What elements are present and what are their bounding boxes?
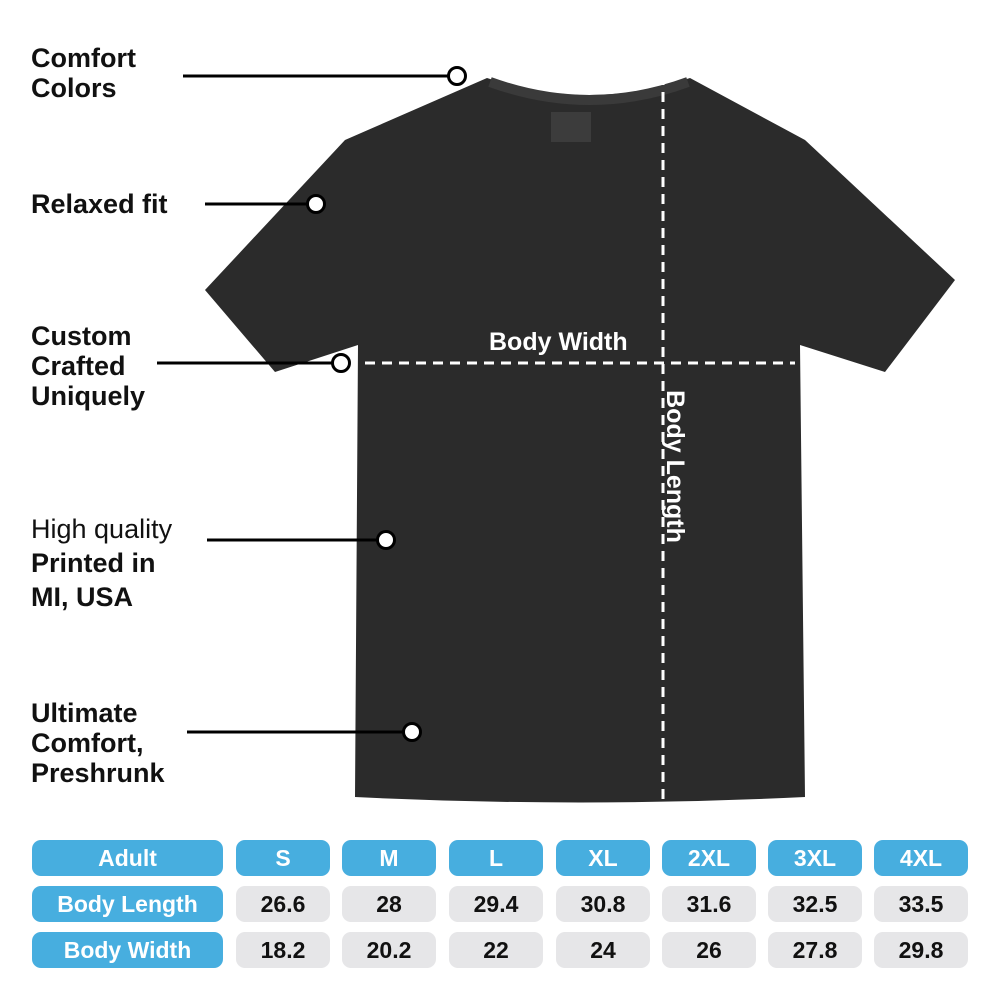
callout-printed-in-usa: High quality Printed in MI, USA <box>31 512 172 614</box>
callout-lines <box>157 66 467 742</box>
callout-text: Comfort, <box>31 728 144 758</box>
table-cell: 20.2 <box>342 932 436 968</box>
callout-ultimate-comfort: Ultimate Comfort, Preshrunk <box>31 698 165 788</box>
table-row-label: Body Length <box>32 886 223 922</box>
table-header-cell: XL <box>556 840 650 876</box>
table-header-cell: 4XL <box>874 840 968 876</box>
table-cell: 26 <box>662 932 756 968</box>
tshirt-tag <box>551 112 591 142</box>
callout-text: Crafted <box>31 351 126 381</box>
callout-comfort-colors: Comfort Colors <box>31 43 136 103</box>
table-cell: 28 <box>342 886 436 922</box>
callout-text: Uniquely <box>31 381 146 411</box>
table-header-cell: L <box>449 840 543 876</box>
table-header-cell: Adult <box>32 840 223 876</box>
body-width-label: Body Width <box>489 328 628 356</box>
table-cell: 29.8 <box>874 932 968 968</box>
callout-text: MI, USA <box>31 582 134 612</box>
table-cell: 27.8 <box>768 932 862 968</box>
table-header-cell: 2XL <box>662 840 756 876</box>
callout-text: Comfort <box>31 43 136 73</box>
table-cell: 22 <box>449 932 543 968</box>
table-row-label: Body Width <box>32 932 223 968</box>
body-length-label: Body Length <box>660 390 689 543</box>
table-cell: 30.8 <box>556 886 650 922</box>
table-cell: 18.2 <box>236 932 330 968</box>
table-cell: 32.5 <box>768 886 862 922</box>
table-cell: 33.5 <box>874 886 968 922</box>
table-header-cell: S <box>236 840 330 876</box>
callout-text: Custom <box>31 321 132 351</box>
callout-text: Ultimate <box>31 698 138 728</box>
callout-relaxed-fit: Relaxed fit <box>31 189 168 219</box>
callout-text: Preshrunk <box>31 758 165 788</box>
callout-text: Relaxed fit <box>31 189 168 219</box>
callout-text: Colors <box>31 73 117 103</box>
table-cell: 26.6 <box>236 886 330 922</box>
table-cell: 29.4 <box>449 886 543 922</box>
callout-custom-crafted: Custom Crafted Uniquely <box>31 321 145 411</box>
callout-text: Printed in <box>31 548 156 578</box>
table-header-cell: M <box>342 840 436 876</box>
table-header-cell: 3XL <box>768 840 862 876</box>
tshirt-shape <box>205 78 955 803</box>
tshirt-collar <box>488 77 690 105</box>
table-cell: 31.6 <box>662 886 756 922</box>
callout-text: High quality <box>31 514 173 544</box>
table-cell: 24 <box>556 932 650 968</box>
